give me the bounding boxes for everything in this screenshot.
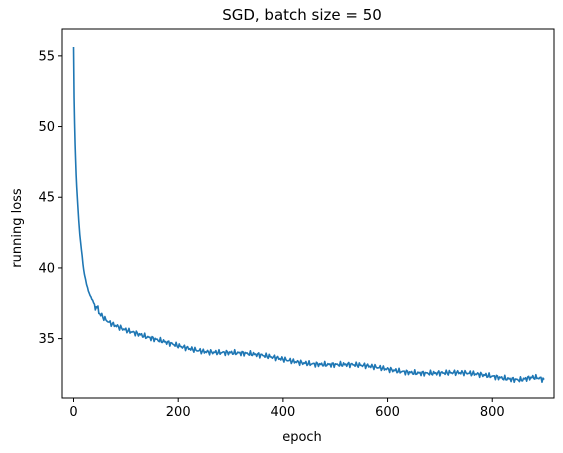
y-tick-label: 55 (38, 49, 55, 64)
y-tick-label: 50 (38, 120, 55, 135)
plot-area (61, 28, 555, 399)
y-tick-label: 40 (38, 261, 55, 276)
x-tick-label: 0 (69, 405, 77, 420)
x-axis: 0 200 400 600 800 (69, 398, 505, 420)
y-axis-label: running loss (10, 188, 25, 268)
x-tick-label: 200 (166, 405, 191, 420)
x-tick-label: 400 (270, 405, 295, 420)
y-tick-label: 45 (38, 191, 55, 206)
y-axis: 35 40 45 50 55 (38, 49, 62, 347)
y-tick-label: 35 (38, 332, 55, 347)
x-tick-label: 800 (480, 405, 505, 420)
series-line-0 (72, 47, 545, 384)
x-tick-label: 600 (375, 405, 400, 420)
plot-frame (61, 28, 555, 399)
chart-title: SGD, batch size = 50 (222, 6, 382, 24)
x-axis-label: epoch (282, 430, 322, 445)
